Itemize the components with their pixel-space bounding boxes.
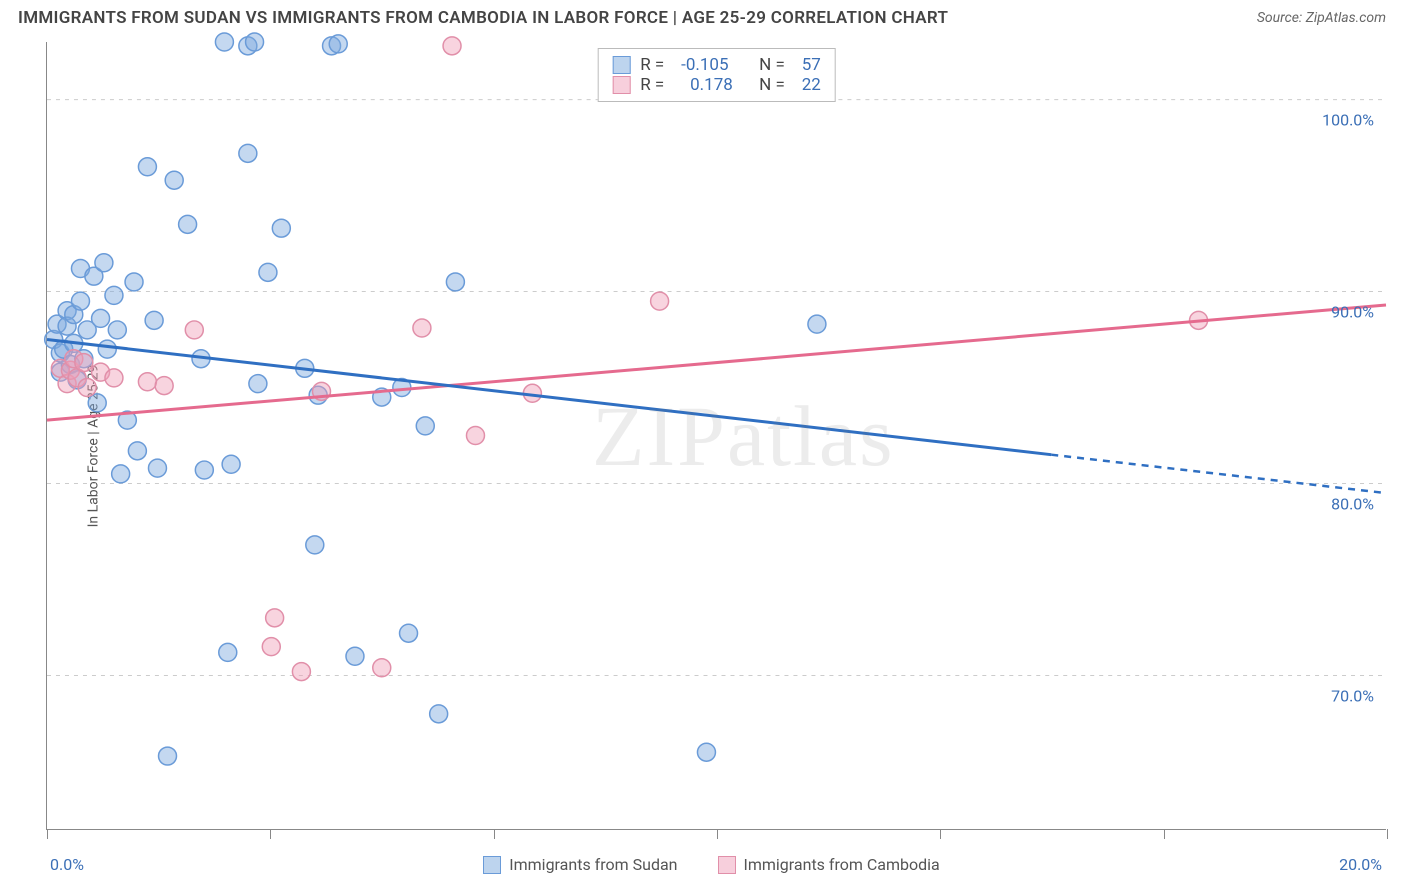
x-tick [1164, 829, 1165, 839]
legend-label: Immigrants from Sudan [509, 855, 677, 874]
legend-swatch-blue-icon [612, 56, 630, 74]
x-tick [1387, 829, 1388, 839]
y-tick-label: 70.0% [1331, 687, 1374, 706]
x-tick [494, 829, 495, 839]
chart-title: IMMIGRANTS FROM SUDAN VS IMMIGRANTS FROM… [18, 8, 948, 28]
x-tick [717, 829, 718, 839]
legend-swatch-pink-icon [718, 856, 736, 874]
x-tick [270, 829, 271, 839]
legend-label: Immigrants from Cambodia [744, 855, 940, 874]
legend-swatch-blue-icon [483, 856, 501, 874]
x-min-label: 0.0% [46, 855, 84, 874]
y-tick-label: 100.0% [1322, 110, 1374, 129]
x-tick [940, 829, 941, 839]
legend-row-sudan: R = -0.105N = 57 [612, 55, 821, 75]
legend-item-sudan: Immigrants from Sudan [483, 855, 677, 874]
legend-row-cambodia: R = 0.178N = 22 [612, 75, 821, 95]
series-legend: Immigrants from Sudan Immigrants from Ca… [483, 855, 939, 874]
legend-swatch-pink-icon [612, 76, 630, 94]
x-tick [47, 829, 48, 839]
x-axis-labels: 0.0% Immigrants from Sudan Immigrants fr… [46, 855, 1386, 874]
correlation-legend: R = -0.105N = 57 R = 0.178N = 22 [597, 48, 836, 102]
y-tick-label: 90.0% [1331, 302, 1374, 321]
legend-item-cambodia: Immigrants from Cambodia [718, 855, 940, 874]
scatter-svg [47, 42, 1386, 829]
y-tick-label: 80.0% [1331, 495, 1374, 514]
source-label: Source: ZipAtlas.com [1257, 10, 1386, 26]
chart-plot-area: 100.0% 90.0% 80.0% 70.0% R = -0.105N = 57 R… [46, 42, 1386, 830]
x-max-label: 20.0% [1339, 855, 1386, 874]
